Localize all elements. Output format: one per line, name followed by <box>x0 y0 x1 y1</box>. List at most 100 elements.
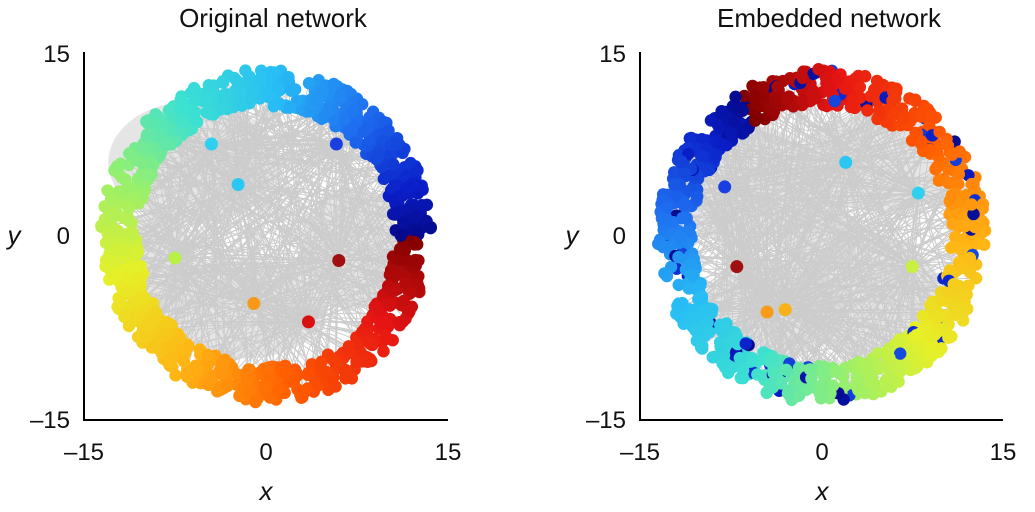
network-node <box>174 93 187 106</box>
network-node <box>685 311 698 324</box>
network-node <box>215 368 228 381</box>
network-edge <box>883 145 930 366</box>
network-node <box>822 81 836 94</box>
network-node <box>356 98 369 111</box>
network-node <box>148 117 161 130</box>
network-node <box>188 105 202 119</box>
network-edge <box>187 321 309 345</box>
network-edge <box>181 122 309 323</box>
network-node <box>140 330 153 343</box>
network-node <box>927 329 940 342</box>
network-node <box>135 141 149 155</box>
nodes-layer <box>652 63 992 407</box>
x-axis-label: x <box>814 476 830 506</box>
network-node <box>385 283 398 296</box>
network-node <box>145 156 158 169</box>
network-node <box>399 276 412 289</box>
network-node <box>101 184 114 197</box>
network-node <box>655 212 669 225</box>
network-node <box>232 78 245 92</box>
network-edge <box>690 226 975 235</box>
network-node <box>872 347 885 360</box>
network-node <box>397 216 410 229</box>
network-node <box>105 234 118 247</box>
network-node <box>739 337 752 350</box>
network-edge <box>690 192 919 227</box>
network-edge <box>710 120 763 375</box>
network-node <box>805 372 818 385</box>
network-node <box>658 267 671 280</box>
nodes-layer <box>95 64 437 409</box>
network-node <box>847 93 861 107</box>
network-node <box>748 114 762 127</box>
y-tick-label: –15 <box>586 407 626 434</box>
network-node <box>329 380 342 393</box>
hub-node <box>168 251 182 265</box>
network-node <box>346 104 360 117</box>
hub-node <box>730 260 744 274</box>
network-node <box>263 370 277 383</box>
network-edge <box>207 109 304 385</box>
network-edge <box>274 95 309 322</box>
network-node <box>714 137 727 150</box>
network-node <box>301 368 315 382</box>
chart-title: Original network <box>179 3 368 33</box>
network-node <box>328 356 342 369</box>
network-node <box>363 133 376 147</box>
network-node <box>390 138 403 151</box>
network-node <box>718 321 731 335</box>
network-node <box>816 366 829 379</box>
y-axis-label: y <box>564 220 581 250</box>
network-node <box>164 339 177 352</box>
y-tick-label: 15 <box>599 41 626 68</box>
network-node <box>254 72 267 86</box>
network-node <box>973 237 986 250</box>
network-node <box>828 94 841 108</box>
network-edge <box>724 186 845 387</box>
network-edge <box>706 167 919 194</box>
network-node <box>406 255 420 268</box>
x-tick-label: 0 <box>259 439 272 466</box>
network-node <box>947 278 960 291</box>
network-edge <box>138 266 209 366</box>
network-edge <box>712 284 963 310</box>
network-node <box>372 148 386 161</box>
hub-node <box>301 315 315 329</box>
network-node <box>162 355 175 368</box>
network-edge <box>149 152 409 315</box>
network-node <box>409 210 422 223</box>
hub-node <box>231 177 245 191</box>
network-edge <box>802 77 918 367</box>
network-node <box>111 224 125 238</box>
network-edge <box>181 137 398 350</box>
network-node <box>930 161 944 174</box>
network-node <box>361 355 374 368</box>
axes-lines <box>83 52 448 421</box>
network-edge <box>674 176 870 378</box>
network-edge <box>308 192 401 323</box>
network-node <box>394 229 408 242</box>
network-node <box>861 104 874 117</box>
network-node <box>727 333 741 346</box>
network-node <box>676 211 689 225</box>
network-edge <box>666 237 913 268</box>
network-node <box>399 168 413 182</box>
network-edge <box>308 321 363 333</box>
network-node <box>736 127 749 140</box>
network-edge <box>308 205 400 323</box>
network-node <box>235 88 248 102</box>
network-node <box>850 373 864 386</box>
network-node <box>792 389 806 402</box>
network-node <box>132 197 145 210</box>
network-edge <box>713 162 870 378</box>
network-node <box>411 278 425 292</box>
network-node <box>180 367 193 381</box>
network-node <box>122 201 135 214</box>
network-node <box>942 176 955 190</box>
network-node <box>177 355 191 368</box>
axes-lines <box>639 52 1003 421</box>
network-node <box>142 168 155 182</box>
hub-node <box>778 303 792 317</box>
network-node <box>110 160 124 173</box>
network-node <box>282 70 295 84</box>
